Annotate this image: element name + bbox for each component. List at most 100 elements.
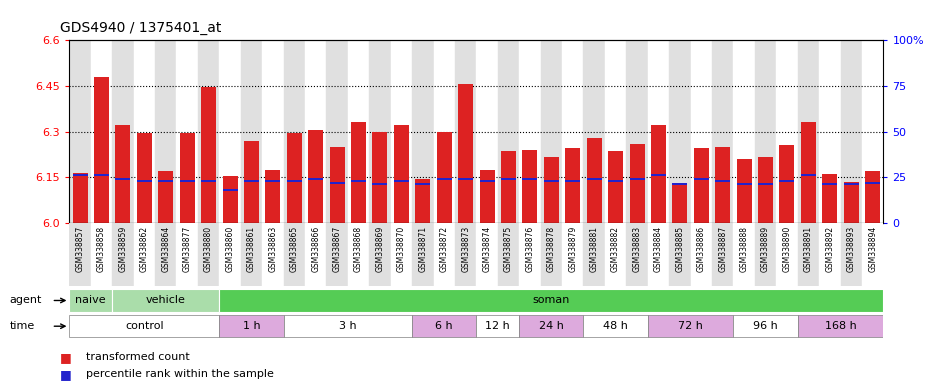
Text: GSM338869: GSM338869 [376,226,385,272]
Bar [694,178,709,180]
Text: GSM338864: GSM338864 [161,226,170,272]
Bar [519,223,540,286]
Text: GSM338890: GSM338890 [783,226,792,272]
Bar [437,132,451,223]
Text: GSM338874: GSM338874 [483,226,491,272]
Bar [179,133,194,223]
Bar [155,223,177,286]
Bar [479,169,495,223]
Bar [544,180,559,182]
Bar [219,315,284,338]
Bar [797,223,820,286]
Bar [308,130,323,223]
Text: GSM338885: GSM338885 [675,226,684,272]
Text: GSM338860: GSM338860 [226,226,235,272]
Bar [648,40,669,223]
Text: 24 h: 24 h [539,321,563,331]
Bar [648,223,669,286]
Bar [562,223,584,286]
Bar [265,180,280,182]
Bar [455,223,476,286]
Bar [116,126,130,223]
Text: GSM338888: GSM338888 [740,226,748,272]
Bar [179,180,194,182]
Bar [94,174,109,176]
Bar [415,179,430,223]
Bar [112,223,133,286]
Bar [198,223,219,286]
Bar [434,223,455,286]
Bar [390,223,413,286]
Bar [758,183,773,185]
Text: transformed count: transformed count [86,352,190,362]
Text: 72 h: 72 h [678,321,703,331]
Bar [519,40,540,223]
Bar [862,223,883,286]
Bar [584,315,647,338]
Bar [72,172,88,223]
Bar [841,223,862,286]
Text: GSM338873: GSM338873 [462,226,470,272]
Bar [137,180,152,182]
Text: GSM338863: GSM338863 [268,226,278,272]
Bar [223,189,238,191]
Bar [651,126,666,223]
Text: GSM338879: GSM338879 [568,226,577,272]
Bar [158,180,173,182]
Bar [373,183,388,185]
Text: GSM338877: GSM338877 [183,226,191,272]
Bar [352,180,366,182]
Bar [244,141,259,223]
Bar [736,159,752,223]
Bar [413,315,476,338]
Bar [801,174,816,176]
Text: GSM338892: GSM338892 [825,226,834,272]
Text: GSM338857: GSM338857 [76,226,84,272]
Bar [69,223,91,286]
Text: GSM338861: GSM338861 [247,226,256,272]
Bar [476,315,519,338]
Text: GSM338859: GSM338859 [118,226,128,272]
Bar [669,40,691,223]
Bar [201,88,216,223]
Bar [501,178,516,180]
Bar [776,40,797,223]
Bar [394,126,409,223]
Bar [458,84,474,223]
Bar [94,77,109,223]
Bar [734,223,755,286]
Text: GSM338866: GSM338866 [311,226,320,272]
Bar [605,223,626,286]
Bar [608,180,623,182]
Bar [219,289,883,312]
Bar [262,40,284,223]
Text: GSM338858: GSM338858 [97,226,106,272]
Bar [329,147,345,223]
Text: soman: soman [533,295,570,306]
Bar [797,40,820,223]
Bar [476,223,498,286]
Bar [415,183,430,185]
Text: naive: naive [76,295,106,306]
Text: GSM338886: GSM338886 [697,226,706,272]
Bar [158,171,173,223]
Bar [780,145,795,223]
Bar [240,40,262,223]
Bar [112,40,133,223]
Bar [822,183,837,185]
Bar [91,223,112,286]
Bar [201,180,216,182]
Bar [544,157,559,223]
Text: 96 h: 96 h [753,321,778,331]
Bar [455,40,476,223]
Text: ■: ■ [60,368,72,381]
Text: 48 h: 48 h [603,321,628,331]
Bar [219,223,240,286]
Bar [672,183,687,185]
Bar [69,40,91,223]
Bar [715,147,730,223]
Bar [562,40,584,223]
Text: GSM338881: GSM338881 [590,226,598,272]
Bar [565,180,580,182]
Bar [284,40,305,223]
